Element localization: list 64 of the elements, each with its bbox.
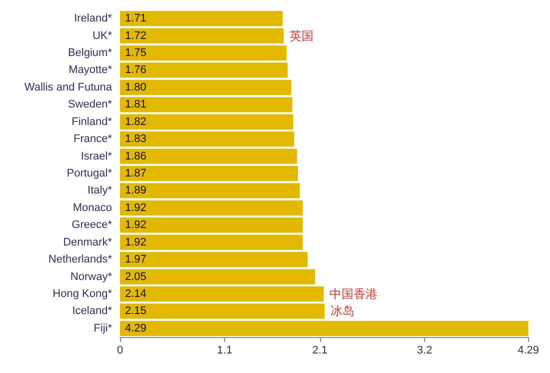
bar	[120, 269, 316, 284]
y-tick-label: Mayotte*	[68, 64, 113, 76]
data-label: 1.72	[125, 30, 146, 42]
y-tick-label: France*	[73, 133, 113, 146]
x-tick-label: 2.1	[312, 344, 328, 356]
bar	[120, 132, 294, 147]
bar	[120, 304, 325, 319]
bar	[120, 97, 292, 112]
y-tick-label: Ireland*	[74, 12, 113, 25]
annotation: 中国香港	[330, 286, 378, 301]
data-label: 4.29	[125, 322, 146, 334]
y-tick-label: Denmark*	[63, 236, 113, 248]
y-tick-label: Belgium*	[68, 47, 113, 60]
y-tick-label: Wallis and Futuna	[24, 81, 113, 94]
bar	[120, 183, 300, 198]
x-tick-label: 3.2	[416, 344, 432, 356]
bar	[120, 286, 324, 302]
y-tick-label: Portugal*	[66, 168, 113, 180]
y-tick-label: Israel*	[80, 150, 113, 162]
bar	[120, 166, 298, 182]
y-tick-label: Finland*	[72, 116, 113, 128]
data-label: 1.81	[125, 98, 146, 111]
annotation: 英国	[290, 28, 314, 43]
bar	[120, 200, 303, 216]
bar	[120, 114, 294, 130]
data-label: 2.05	[125, 270, 146, 283]
data-label: 2.15	[125, 305, 146, 318]
data-label: 2.14	[125, 288, 146, 300]
y-tick-label: Greece*	[72, 219, 113, 232]
bar	[120, 28, 284, 44]
y-tick-label: Norway*	[70, 270, 113, 283]
data-label: 1.92	[125, 202, 146, 214]
x-tick-label: 4.29	[518, 344, 540, 356]
data-label: 1.82	[125, 116, 146, 128]
data-label: 1.75	[125, 47, 146, 60]
bar	[120, 234, 303, 250]
data-label: 1.87	[125, 168, 146, 180]
y-tick-label: Hong Kong*	[52, 288, 113, 300]
y-tick-label: Italy*	[88, 184, 113, 197]
bar	[120, 45, 287, 61]
data-label: 1.83	[125, 133, 146, 146]
bar	[120, 218, 303, 233]
y-tick-label: Monaco	[72, 202, 112, 214]
bar	[120, 11, 283, 26]
y-tick-label: Fiji*	[94, 322, 113, 334]
x-tick-label: 0	[116, 344, 124, 356]
bar	[120, 252, 308, 268]
data-label: 1.80	[125, 81, 146, 94]
data-label: 1.76	[125, 64, 146, 76]
data-label: 1.92	[125, 236, 146, 248]
data-label: 1.97	[125, 254, 146, 266]
bar	[120, 148, 298, 164]
y-tick-label: UK*	[92, 30, 113, 42]
bar	[120, 80, 292, 96]
data-label: 1.86	[125, 150, 146, 162]
y-tick-label: Sweden*	[68, 98, 113, 111]
bar	[120, 62, 288, 78]
data-label: 1.71	[125, 12, 146, 25]
data-label: 1.89	[125, 184, 146, 197]
data-label: 1.92	[125, 219, 146, 232]
y-tick-label: Iceland*	[72, 305, 113, 318]
annotation: 冰岛	[330, 304, 355, 318]
y-tick-label: Netherlands*	[48, 254, 113, 266]
x-tick-label: 1.1	[217, 344, 232, 356]
